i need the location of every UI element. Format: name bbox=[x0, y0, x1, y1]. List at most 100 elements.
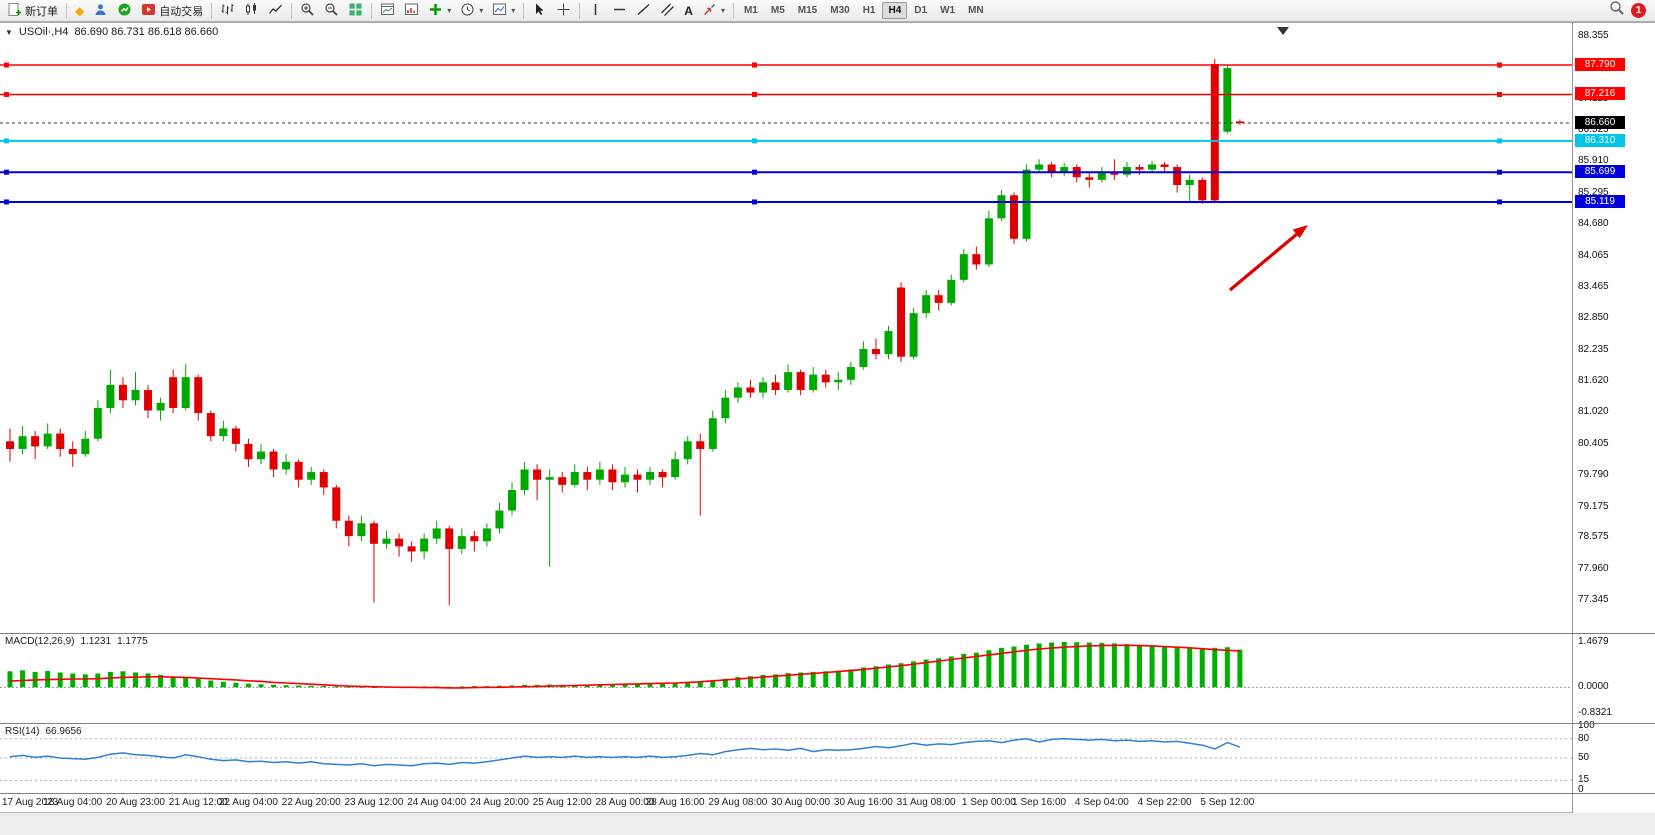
chart-bars-window-button[interactable] bbox=[400, 0, 423, 21]
profile-button[interactable] bbox=[89, 0, 112, 21]
new-order-button[interactable]: 新订单 bbox=[3, 0, 62, 21]
timeframe-button-mn[interactable]: MN bbox=[968, 5, 984, 16]
timeframe-button-h4[interactable]: H4 bbox=[882, 2, 908, 19]
price-axis[interactable]: 88.35587.74087.12586.52585.91085.29584.6… bbox=[1572, 23, 1655, 813]
candle-body bbox=[671, 459, 680, 478]
trendline-tool-button[interactable] bbox=[632, 0, 655, 21]
timeframe-button-m30[interactable]: M30 bbox=[830, 5, 850, 16]
macd-scale-label: 1.4679 bbox=[1578, 635, 1609, 647]
candle-body bbox=[1047, 164, 1056, 173]
price-axis-label: 84.680 bbox=[1578, 218, 1609, 230]
one-click-arrow-icon[interactable]: ▼ bbox=[5, 27, 13, 37]
macd-scale-label: 0.0000 bbox=[1578, 681, 1609, 693]
candle-body bbox=[382, 538, 391, 544]
clock-icon bbox=[460, 2, 475, 20]
toolbar-separator bbox=[291, 2, 293, 19]
arrows-tool-button[interactable]: ▾ bbox=[698, 0, 729, 21]
candle-body bbox=[369, 523, 378, 544]
zoom-out-button[interactable] bbox=[320, 0, 343, 21]
rsi-line bbox=[9, 738, 1241, 767]
zoom-in-button[interactable] bbox=[296, 0, 319, 21]
macd-label-row: MACD(12,26,9) 1.1231 1.1775 bbox=[5, 636, 148, 647]
add-indicator-button[interactable]: ▾ bbox=[424, 0, 455, 21]
candle-body bbox=[1198, 179, 1207, 201]
symbol-title: USOil·,H4 bbox=[18, 26, 69, 38]
time-axis[interactable]: 17 Aug 2023 18 Aug 04:00 20 Aug 23:00 21 Au… bbox=[0, 794, 1572, 813]
horizontal-line-tool-button[interactable] bbox=[608, 0, 631, 21]
period-button[interactable]: ▾ bbox=[456, 0, 487, 21]
auto-trading-icon bbox=[141, 2, 156, 20]
price-axis-label: 77.960 bbox=[1578, 562, 1609, 574]
timeframe-button-m1[interactable]: M1 bbox=[743, 5, 758, 16]
template-icon bbox=[492, 2, 507, 20]
candle-body bbox=[294, 461, 303, 480]
tile-windows-button[interactable] bbox=[344, 0, 367, 21]
line-chart-button[interactable] bbox=[264, 0, 287, 21]
price-chart-canvas[interactable] bbox=[0, 23, 1572, 813]
vertical-line-tool-button[interactable] bbox=[584, 0, 607, 21]
search-icon[interactable] bbox=[1609, 0, 1625, 21]
channel-tool-button[interactable] bbox=[656, 0, 679, 21]
chart-window-button[interactable] bbox=[376, 0, 399, 21]
text-tool-icon: A bbox=[684, 3, 693, 18]
price-line-badge: 85.699 bbox=[1575, 165, 1625, 179]
bar-chart-icon bbox=[220, 2, 235, 20]
timeframe-button-m15[interactable]: M15 bbox=[797, 5, 818, 16]
price-axis-label: 80.405 bbox=[1578, 437, 1609, 449]
market-watch-button[interactable]: ◆ bbox=[71, 0, 88, 21]
crosshair-button[interactable] bbox=[552, 0, 575, 21]
time-axis-label: 5 Sep 12:00 bbox=[1200, 797, 1255, 808]
panel-separator[interactable] bbox=[0, 633, 1655, 634]
auto-trading-button[interactable]: 自动交易 bbox=[137, 0, 207, 21]
time-axis-label: 22 Aug 20:00 bbox=[281, 797, 341, 808]
candle-body bbox=[1185, 179, 1194, 185]
toolbar-separator bbox=[66, 2, 67, 19]
candle-body bbox=[470, 536, 479, 542]
timeframe-button-m5[interactable]: M5 bbox=[770, 5, 785, 16]
candle-body bbox=[809, 374, 818, 391]
candle-body bbox=[520, 469, 529, 490]
cursor-button[interactable] bbox=[528, 0, 551, 21]
candle-body bbox=[1097, 172, 1106, 180]
price-line-badge: 86.660 bbox=[1575, 115, 1625, 129]
toolbar-separator bbox=[523, 2, 525, 19]
line-handle bbox=[752, 138, 757, 144]
timeframe-button-w1[interactable]: W1 bbox=[940, 5, 956, 16]
timeframe-button-d1[interactable]: D1 bbox=[914, 5, 928, 16]
time-axis-label: 28 Aug 00:00 bbox=[595, 797, 655, 808]
candle-body bbox=[169, 377, 178, 408]
price-axis-label: 79.790 bbox=[1578, 469, 1609, 481]
line-handle bbox=[1497, 169, 1502, 175]
candle-body bbox=[1173, 167, 1182, 185]
timeframe-group: M1 M5 M15 M30 H1 H4 D1 W1 MN bbox=[738, 2, 990, 19]
candlestick-chart-button[interactable] bbox=[240, 0, 263, 21]
candle-body bbox=[156, 402, 165, 411]
template-button[interactable]: ▾ bbox=[488, 0, 519, 21]
line-handle bbox=[1497, 199, 1502, 205]
line-handle bbox=[4, 199, 9, 205]
candle-body bbox=[821, 374, 830, 383]
time-axis-label: 17 Aug 2023 bbox=[2, 797, 59, 808]
candle-body bbox=[696, 441, 705, 449]
candle-body bbox=[1135, 167, 1144, 170]
candle-body bbox=[18, 436, 27, 449]
time-axis-label: 29 Aug 08:00 bbox=[708, 797, 768, 808]
candle-body bbox=[457, 536, 466, 549]
candle-body bbox=[206, 413, 215, 437]
candle-body bbox=[646, 472, 655, 480]
time-axis-label: 30 Aug 16:00 bbox=[833, 797, 893, 808]
time-axis-label: 31 Aug 08:00 bbox=[896, 797, 956, 808]
candle-body bbox=[859, 349, 868, 367]
new-order-label: 新订单 bbox=[25, 5, 58, 18]
notification-badge[interactable]: 1 bbox=[1631, 3, 1646, 18]
candle-body bbox=[721, 397, 730, 419]
market-button[interactable] bbox=[113, 0, 136, 21]
candle-body bbox=[495, 510, 504, 529]
panel-separator[interactable] bbox=[0, 723, 1655, 724]
candles-layer bbox=[6, 58, 1244, 606]
bar-chart-button[interactable] bbox=[216, 0, 239, 21]
timeframe-button-h1[interactable]: H1 bbox=[862, 5, 876, 16]
candle-body bbox=[922, 295, 931, 314]
text-tool-button[interactable]: A bbox=[680, 0, 697, 21]
line-handle bbox=[1497, 91, 1502, 97]
